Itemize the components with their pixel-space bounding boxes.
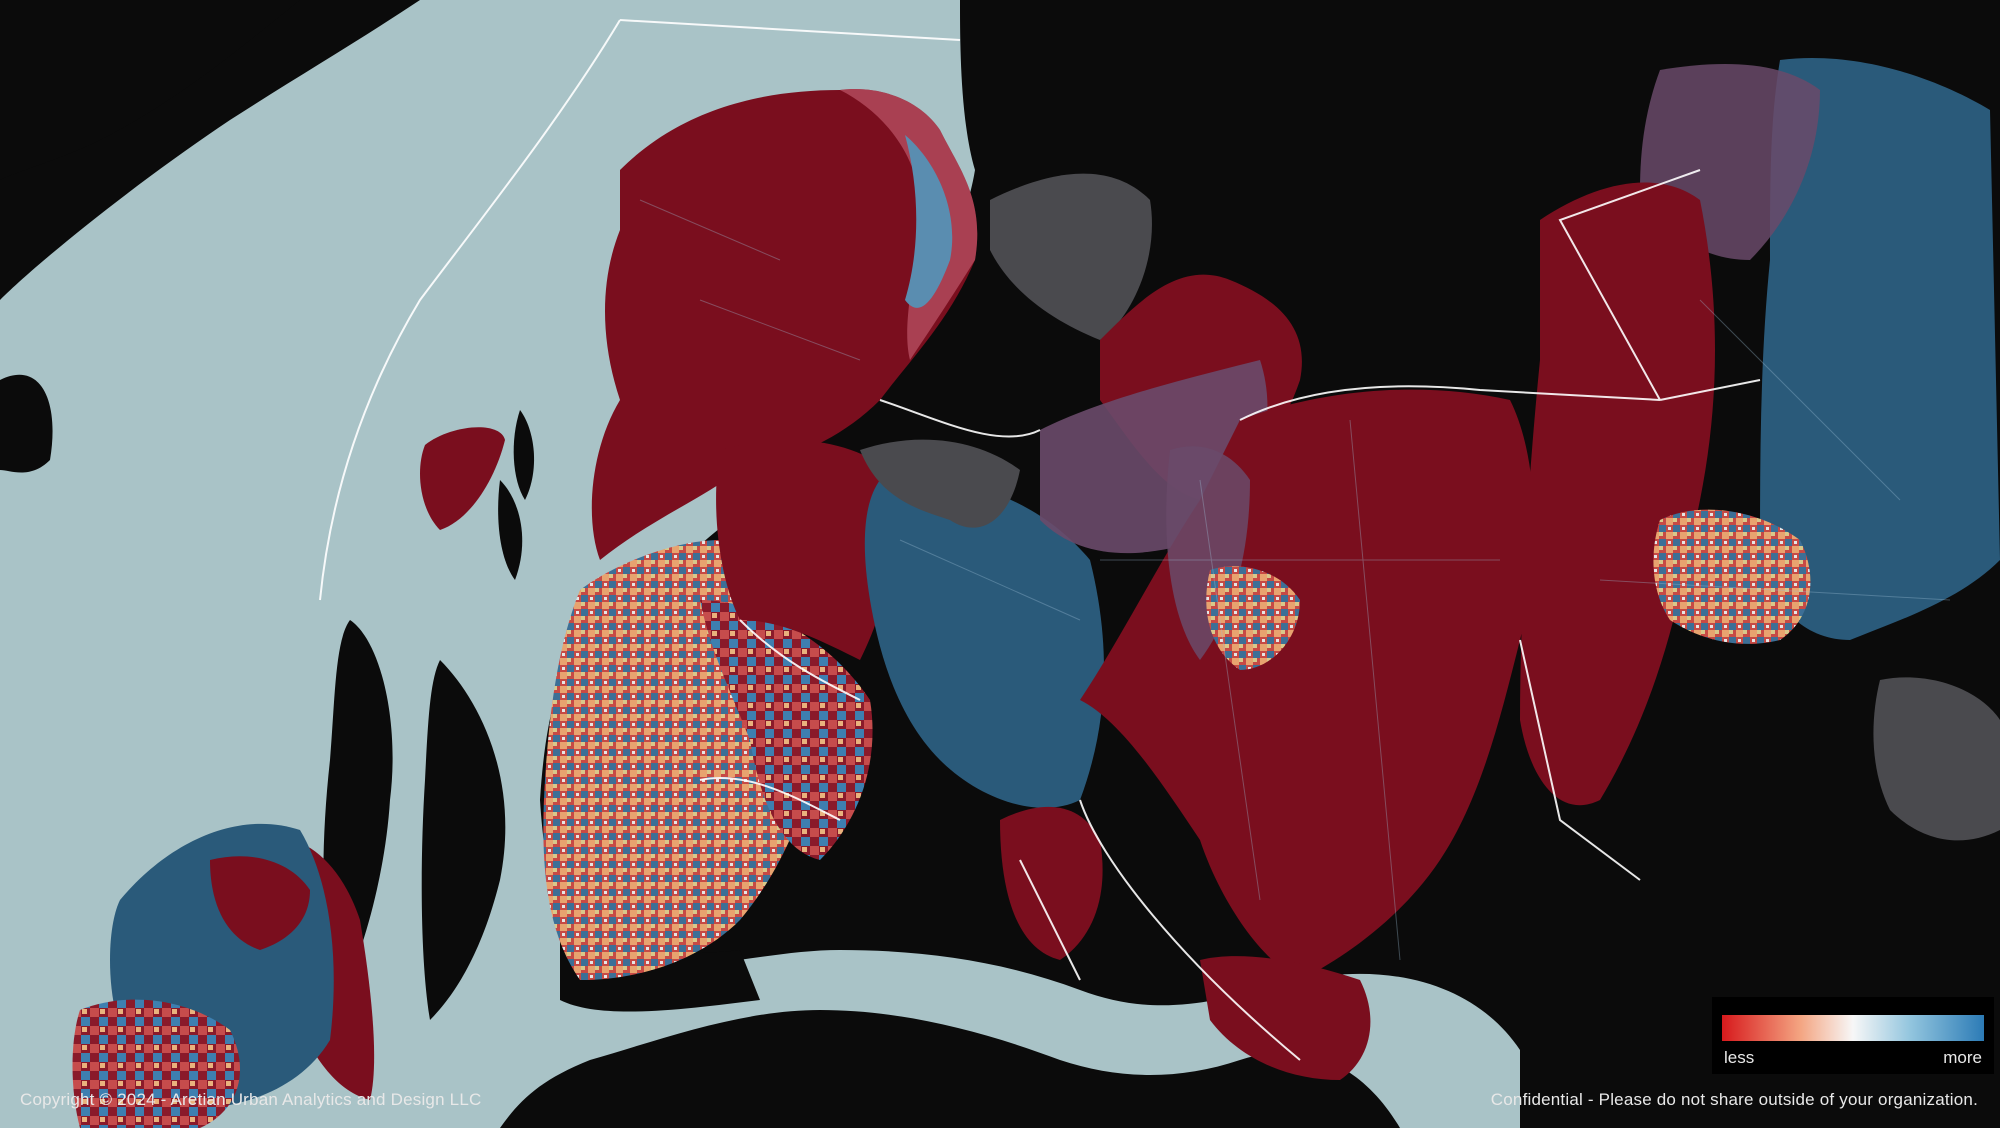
region-north-central-grey[interactable]: [990, 173, 1152, 340]
island-red: [420, 427, 505, 530]
region-far-east-blue[interactable]: [1760, 58, 2000, 641]
district-mosaic-southwest[interactable]: [72, 999, 241, 1128]
river-blue-strip: [905, 135, 953, 308]
region-southwest-red[interactable]: [210, 856, 310, 950]
region-north-highlight: [840, 89, 978, 361]
district-boundaries: [319, 19, 1761, 1061]
district-central-grey[interactable]: [860, 439, 1020, 528]
legend-more-label: more: [1943, 1048, 1982, 1067]
legend-less-label: less: [1724, 1048, 1755, 1067]
district-central-blue[interactable]: [864, 478, 1104, 808]
district-mosaic-south[interactable]: [1206, 566, 1300, 670]
district-mosaic-east[interactable]: [1653, 509, 1811, 644]
region-north[interactable]: [591, 89, 978, 561]
region-far-east-red[interactable]: [1520, 182, 1715, 806]
island: [498, 480, 523, 580]
district-mosaic-west-2[interactable]: [700, 600, 873, 860]
legend-gradient-bar: [1722, 1015, 1984, 1041]
island: [0, 0, 300, 180]
map-legend: less more: [1712, 997, 1994, 1074]
confidential-notice: Confidential - Please do not share outsi…: [1490, 1090, 1978, 1109]
region-south-red[interactable]: [1000, 806, 1103, 960]
island: [421, 660, 506, 1020]
copyright-text: Copyright © 2024 - Aretian Urban Analyti…: [20, 1090, 482, 1109]
region-south-red-2[interactable]: [1200, 956, 1371, 1080]
region-central-red[interactable]: [716, 440, 900, 660]
region-east-pink[interactable]: [1166, 446, 1250, 660]
road-network: [639, 199, 1951, 961]
island: [0, 374, 53, 473]
region-far-east-grey[interactable]: [1873, 677, 2000, 841]
island: [513, 410, 535, 500]
